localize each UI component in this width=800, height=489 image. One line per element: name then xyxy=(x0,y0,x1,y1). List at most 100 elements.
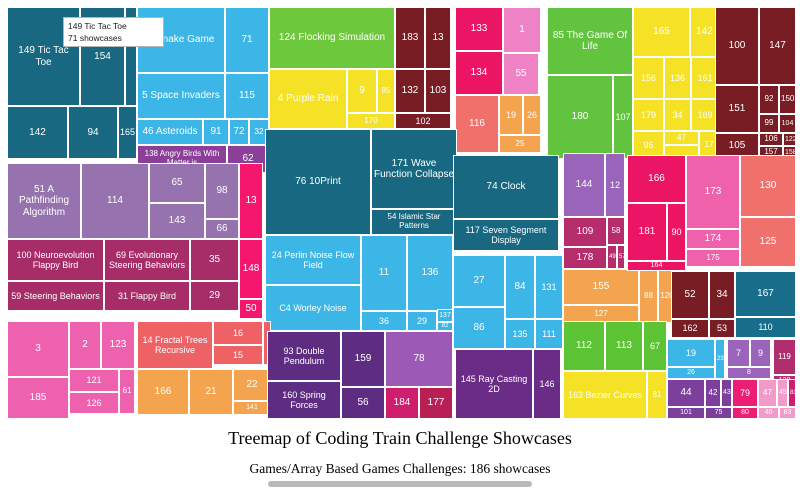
treemap-cell[interactable]: 47 xyxy=(758,379,777,407)
treemap-cell[interactable]: 100 Neuroevolution Flappy Bird xyxy=(7,239,104,281)
treemap-cell[interactable]: 121 xyxy=(69,369,119,392)
treemap-cell[interactable]: 142 xyxy=(7,106,68,159)
treemap-cell[interactable]: 120 xyxy=(658,269,676,323)
treemap-cell[interactable]: 111 xyxy=(535,319,563,349)
treemap-cell[interactable]: 179 xyxy=(633,99,664,131)
treemap-cell[interactable]: 26 xyxy=(667,367,715,379)
treemap-cell[interactable] xyxy=(125,7,137,106)
treemap-cell[interactable]: 162 xyxy=(671,319,709,338)
treemap-cell[interactable]: 90 xyxy=(667,203,686,261)
treemap-cell[interactable]: 12 xyxy=(605,153,625,217)
treemap-cell[interactable]: 67 xyxy=(643,321,667,371)
treemap-cell[interactable]: 34 xyxy=(664,99,691,131)
treemap-cell[interactable]: 114 xyxy=(81,163,149,239)
treemap-cell[interactable]: 3 xyxy=(7,321,69,377)
treemap-cell[interactable]: 56 xyxy=(341,387,385,419)
treemap-cell[interactable]: 136 xyxy=(664,57,691,99)
treemap-cell[interactable]: 74 Clock xyxy=(453,155,559,219)
treemap-cell[interactable]: 85 The Game Of Life xyxy=(547,7,633,75)
treemap-cell[interactable]: 52 xyxy=(671,271,709,319)
treemap-cell[interactable]: 146 xyxy=(533,349,561,419)
treemap-cell[interactable]: 133 xyxy=(455,7,503,51)
treemap-cell[interactable]: 164 xyxy=(627,261,686,271)
treemap-cell[interactable]: 57 xyxy=(617,245,625,269)
treemap-cell[interactable]: 166 xyxy=(627,155,686,203)
treemap-cell[interactable]: 104 xyxy=(779,114,796,133)
treemap-cell[interactable]: 7 xyxy=(727,339,750,367)
treemap-cell[interactable]: 183 xyxy=(395,7,425,69)
treemap-cell[interactable]: 124 Flocking Simulation xyxy=(269,7,395,69)
treemap-cell[interactable]: 81 xyxy=(647,371,667,419)
treemap-cell[interactable]: 8 xyxy=(727,367,771,379)
treemap-cell[interactable]: 92 xyxy=(759,85,779,114)
treemap-cell[interactable]: 66 xyxy=(205,219,239,239)
treemap-cell[interactable]: 35 xyxy=(190,239,239,281)
treemap-cell[interactable]: 79 xyxy=(732,379,758,407)
treemap-cell[interactable]: 166 xyxy=(137,369,189,415)
treemap-cell[interactable]: 17 xyxy=(699,131,719,159)
treemap-cell[interactable]: 9 xyxy=(347,69,377,113)
treemap-cell[interactable]: 113 xyxy=(605,321,643,371)
treemap-cell[interactable]: 46 Asteroids xyxy=(137,119,203,145)
treemap-cell[interactable]: 177 xyxy=(419,387,453,419)
treemap-cell[interactable]: 109 xyxy=(563,217,607,247)
treemap-cell[interactable]: 82 xyxy=(437,322,453,331)
treemap-cell[interactable]: 169 xyxy=(691,99,719,131)
treemap-cell[interactable]: 137 xyxy=(437,309,453,322)
treemap-cell[interactable]: 184 xyxy=(385,387,419,419)
treemap-cell[interactable]: 44 xyxy=(667,379,705,407)
treemap-cell[interactable]: 1 xyxy=(503,7,541,53)
treemap-cell[interactable]: 54 Islamic Star Patterns xyxy=(371,209,457,235)
treemap-cell[interactable]: 50 xyxy=(239,299,263,319)
treemap-cell[interactable]: 2 xyxy=(69,321,101,369)
treemap-cell[interactable]: 119 xyxy=(773,339,796,375)
treemap-cell[interactable]: 88 xyxy=(639,269,658,323)
treemap-cell[interactable]: 145 Ray Casting 2D xyxy=(455,349,533,419)
treemap-cell[interactable]: 15 xyxy=(213,345,263,365)
treemap-cell[interactable]: 105 xyxy=(715,133,759,159)
horizontal-scrollbar[interactable] xyxy=(268,481,532,487)
treemap-cell[interactable]: 26 xyxy=(523,95,541,135)
treemap-cell[interactable]: 156 xyxy=(633,57,664,99)
treemap-cell[interactable]: 134 xyxy=(455,51,503,95)
treemap-cell[interactable]: 58 xyxy=(607,217,625,245)
treemap-cell[interactable]: 86 xyxy=(453,307,505,349)
treemap-cell[interactable]: 14 Fractal Trees Recursive xyxy=(137,321,213,369)
treemap-cell[interactable]: 143 xyxy=(149,203,205,239)
treemap-cell[interactable]: 85 xyxy=(377,69,395,113)
treemap-cell[interactable]: 163 Bezier Curves xyxy=(563,371,647,419)
treemap-cell[interactable]: 91 xyxy=(203,119,229,145)
treemap-cell[interactable]: 5 Space Invaders xyxy=(137,73,225,119)
treemap-cell[interactable]: 160 Spring Forces xyxy=(267,381,341,419)
treemap-cell[interactable]: 181 xyxy=(627,203,667,261)
treemap-cell[interactable]: 24 Perlin Noise Flow Field xyxy=(265,235,361,285)
treemap-cell[interactable]: 51 A Pathfinding Algorithm xyxy=(7,163,81,239)
treemap-cell[interactable]: 83 xyxy=(788,379,796,407)
treemap-cell[interactable]: 171 Wave Function Collapse xyxy=(371,129,457,209)
treemap-cell[interactable]: 83 xyxy=(779,407,796,419)
treemap-cell[interactable]: 136 xyxy=(407,235,453,311)
treemap-cell[interactable]: 49 xyxy=(607,245,617,269)
treemap-cell[interactable]: 178 xyxy=(563,247,607,269)
treemap-cell[interactable]: 76 10Print xyxy=(265,129,371,235)
treemap-cell[interactable]: 23 xyxy=(715,339,725,379)
treemap-cell[interactable]: 36 xyxy=(361,311,407,331)
treemap-cell[interactable]: 69 Evolutionary Steering Behaviors xyxy=(104,239,190,281)
treemap-cell[interactable]: 107 xyxy=(613,75,633,159)
treemap-cell[interactable]: 47 xyxy=(664,131,699,145)
treemap-cell[interactable]: 43 xyxy=(721,379,732,407)
treemap-cell[interactable]: 122 xyxy=(783,133,796,146)
treemap-cell[interactable]: 103 xyxy=(425,69,451,113)
treemap-cell[interactable]: 112 xyxy=(563,321,605,371)
treemap-cell[interactable]: 155 xyxy=(563,269,639,305)
treemap-cell[interactable]: 159 xyxy=(341,331,385,387)
treemap-cell[interactable]: 165 xyxy=(633,7,690,57)
treemap-cell[interactable]: 123 xyxy=(101,321,135,369)
treemap-cell[interactable]: 84 xyxy=(505,255,535,319)
treemap-cell[interactable]: 100 xyxy=(715,7,759,85)
treemap-cell[interactable]: 93 Double Pendulum xyxy=(267,331,341,381)
treemap-cell[interactable]: 151 xyxy=(715,85,759,133)
treemap-cell[interactable]: 16 xyxy=(213,321,263,345)
treemap-cell[interactable]: 132 xyxy=(395,69,425,113)
treemap-cell[interactable]: 65 xyxy=(149,163,205,203)
